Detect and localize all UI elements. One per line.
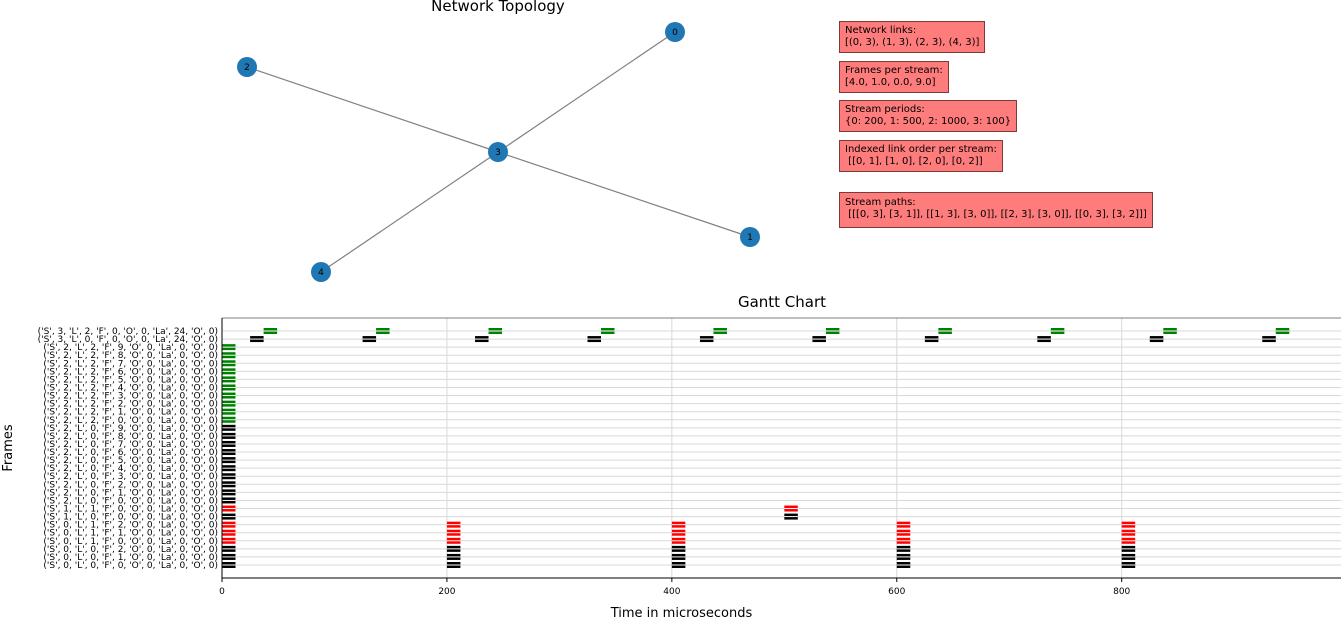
x-tick-label: 400 <box>663 587 680 597</box>
topology-node-4 <box>311 262 331 282</box>
info-box-value: [4.0, 1.0, 0.0, 9.0] <box>845 77 936 88</box>
topology-node-label: 2 <box>244 63 250 73</box>
y-tick-label: ('S', 0, 'L', 0, 'F', 2, 'O', 0, 'La', 0… <box>43 545 218 555</box>
topology-node-label: 4 <box>318 268 324 278</box>
info-box-link-order: Indexed link order per stream: [[0, 1], … <box>839 140 1003 172</box>
y-tick-label: ('S', 3, 'L', 2, 'F', 0, 'O', 0, 'La', 2… <box>38 327 218 337</box>
info-box-value: [(0, 3), (1, 3), (2, 3), (4, 3)] <box>845 37 980 48</box>
info-box-label: Frames per stream: <box>845 65 943 76</box>
x-tick-label: 0 <box>219 587 225 597</box>
y-tick-label: ('S', 2, 'L', 2, 'F', 7, 'O', 0, 'La', 0… <box>43 359 218 369</box>
y-tick-label: ('S', 2, 'L', 0, 'F', 5, 'O', 0, 'La', 0… <box>43 456 218 466</box>
y-tick-label: ('S', 1, 'L', 0, 'F', 0, 'O', 0, 'La', 0… <box>43 513 218 523</box>
topology-edge <box>497 31 676 153</box>
y-tick-label: ('S', 2, 'L', 2, 'F', 1, 'O', 0, 'La', 0… <box>43 408 218 418</box>
y-axis-label: Frames <box>1 424 16 472</box>
y-tick-label: ('S', 1, 'L', 1, 'F', 0, 'O', 0, 'La', 0… <box>43 505 218 515</box>
y-tick-label: ('S', 2, 'L', 2, 'F', 5, 'O', 0, 'La', 0… <box>43 375 218 385</box>
info-box-label: Indexed link order per stream: <box>845 144 997 155</box>
topology-node-label: 1 <box>747 233 753 243</box>
y-tick-label: ('S', 2, 'L', 0, 'F', 4, 'O', 0, 'La', 0… <box>43 464 218 474</box>
topology-node-label: 0 <box>672 28 678 38</box>
topology-edge <box>320 151 499 273</box>
gantt-title: Gantt Chart <box>737 293 827 311</box>
y-tick-label: ('S', 2, 'L', 0, 'F', 8, 'O', 0, 'La', 0… <box>43 432 218 442</box>
y-tick-label: ('S', 2, 'L', 2, 'F', 8, 'O', 0, 'La', 0… <box>43 351 218 361</box>
info-box-label: Stream periods: <box>845 104 925 115</box>
y-tick-label: ('S', 0, 'L', 1, 'F', 2, 'O', 0, 'La', 0… <box>43 521 218 531</box>
y-tick-label: ('S', 2, 'L', 0, 'F', 9, 'O', 0, 'La', 0… <box>43 424 218 434</box>
y-tick-label: ('S', 2, 'L', 0, 'F', 1, 'O', 0, 'La', 0… <box>43 488 218 498</box>
info-box-value: [[[0, 3], [3, 1]], [[1, 3], [3, 0]], [[2… <box>845 209 1147 220</box>
topology-title: Network Topology <box>431 0 565 15</box>
y-tick-label: ('S', 0, 'L', 1, 'F', 1, 'O', 0, 'La', 0… <box>43 529 218 539</box>
topology-edge <box>497 151 751 238</box>
y-tick-label: ('S', 2, 'L', 0, 'F', 7, 'O', 0, 'La', 0… <box>43 440 218 450</box>
topology-edge <box>246 66 499 153</box>
y-tick-label: ('S', 2, 'L', 2, 'F', 4, 'O', 0, 'La', 0… <box>43 383 218 393</box>
topology-node-1 <box>740 227 760 247</box>
x-axis-label: Time in microseconds <box>610 606 753 619</box>
info-box-value: {0: 200, 1: 500, 2: 1000, 3: 100} <box>845 116 1012 127</box>
info-box-label: Stream paths: <box>845 197 916 208</box>
info-box-stream-paths: Stream paths: [[[0, 3], [3, 1]], [[1, 3]… <box>839 192 1153 228</box>
y-tick-label: ('S', 3, 'L', 0, 'F', 0, 'O', 0, 'La', 2… <box>38 335 218 345</box>
y-tick-label: ('S', 2, 'L', 2, 'F', 6, 'O', 0, 'La', 0… <box>43 367 218 377</box>
topology-node-3 <box>488 142 508 162</box>
info-box-frames-per-stream: Frames per stream: [4.0, 1.0, 0.0, 9.0] <box>839 61 949 93</box>
info-box-value: [[0, 1], [1, 0], [2, 0], [0, 2]] <box>845 156 983 167</box>
info-box-network-links: Network links: [(0, 3), (1, 3), (2, 3), … <box>839 21 986 53</box>
topology-node-0 <box>665 22 685 42</box>
x-tick-label: 200 <box>438 587 455 597</box>
y-tick-label: ('S', 2, 'L', 0, 'F', 6, 'O', 0, 'La', 0… <box>43 448 218 458</box>
y-tick-label: ('S', 2, 'L', 0, 'F', 0, 'O', 0, 'La', 0… <box>43 496 218 506</box>
y-tick-label: ('S', 2, 'L', 2, 'F', 2, 'O', 0, 'La', 0… <box>43 400 218 410</box>
topology-node-label: 3 <box>495 148 501 158</box>
network-topology-graph: 0 1 2 3 4 <box>237 22 760 282</box>
y-tick-label: ('S', 2, 'L', 2, 'F', 3, 'O', 0, 'La', 0… <box>43 392 218 402</box>
info-box-label: Network links: <box>845 25 917 36</box>
y-tick-label: ('S', 0, 'L', 1, 'F', 0, 'O', 0, 'La', 0… <box>43 537 218 547</box>
y-tick-label: ('S', 0, 'L', 0, 'F', 1, 'O', 0, 'La', 0… <box>43 553 218 563</box>
x-tick-label: 600 <box>888 587 905 597</box>
y-tick-label: ('S', 0, 'L', 0, 'F', 0, 'O', 0, 'La', 0… <box>43 561 218 571</box>
y-tick-label: ('S', 2, 'L', 0, 'F', 3, 'O', 0, 'La', 0… <box>43 472 218 482</box>
info-box-stream-periods: Stream periods: {0: 200, 1: 500, 2: 1000… <box>839 100 1018 132</box>
y-tick-label: ('S', 2, 'L', 2, 'F', 9, 'O', 0, 'La', 0… <box>43 343 218 353</box>
topology-node-2 <box>237 57 257 77</box>
y-tick-label: ('S', 2, 'L', 2, 'F', 0, 'O', 0, 'La', 0… <box>43 416 218 426</box>
y-tick-label: ('S', 2, 'L', 0, 'F', 2, 'O', 0, 'La', 0… <box>43 480 218 490</box>
x-tick-label: 800 <box>1113 587 1130 597</box>
